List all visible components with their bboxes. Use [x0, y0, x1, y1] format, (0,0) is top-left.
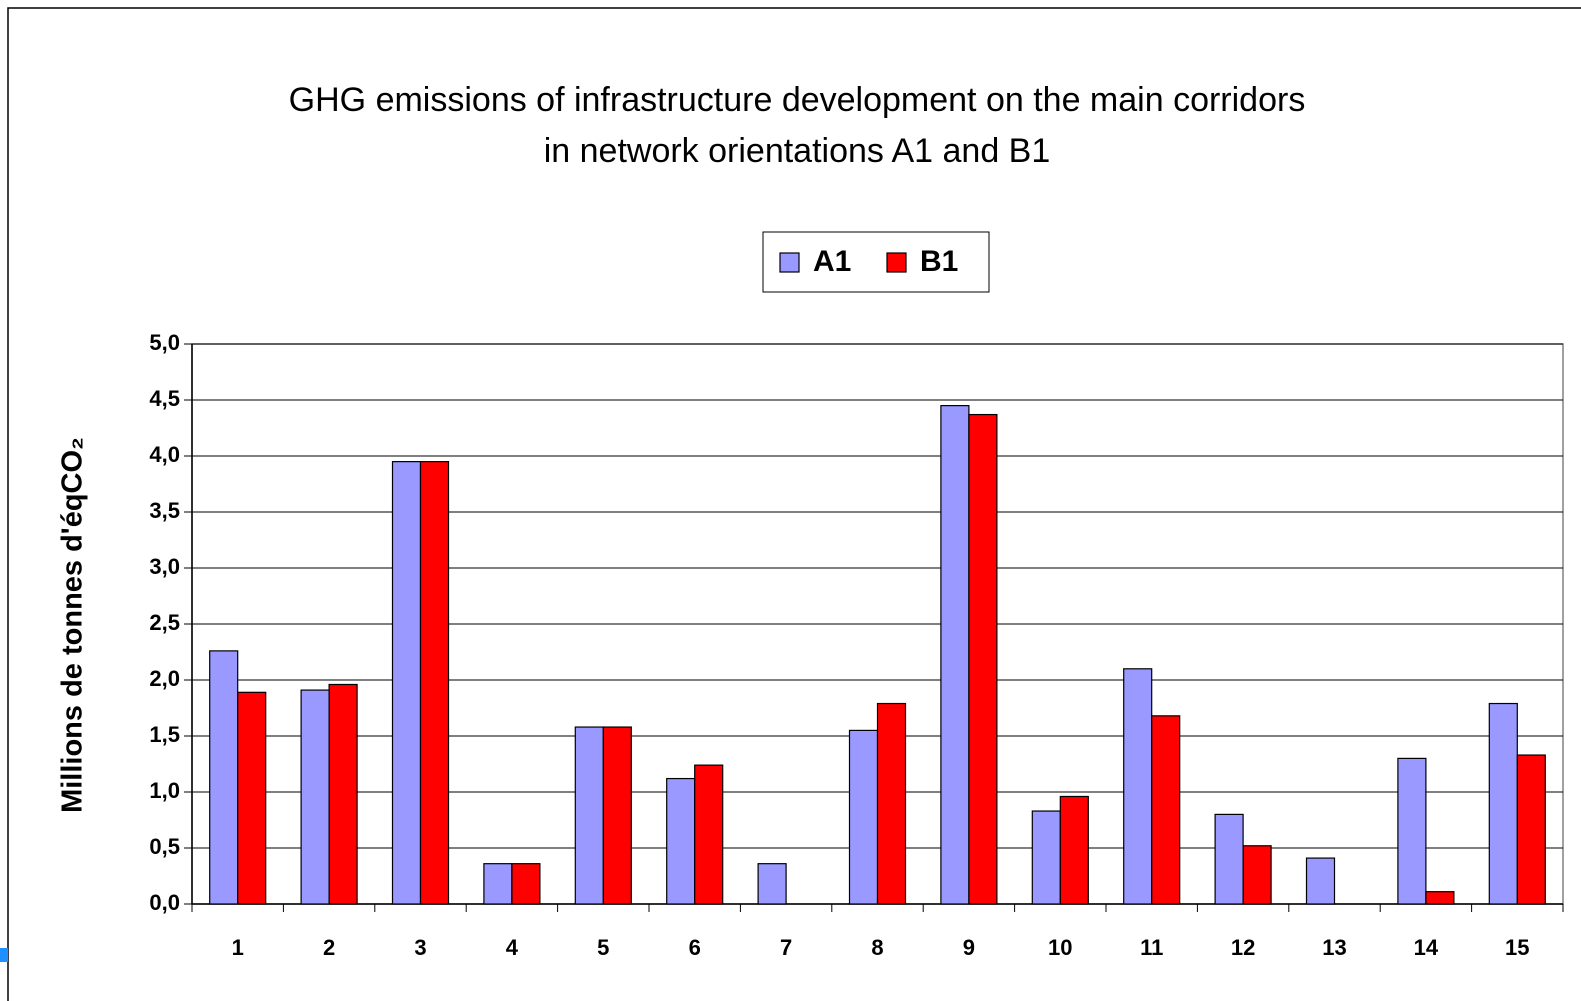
bar [1059, 795, 1089, 905]
bar [757, 863, 787, 905]
bar [1425, 891, 1455, 905]
bar [1214, 813, 1244, 905]
y-axis-label: Millions de tonnes d'éqCO₂ [57, 437, 89, 813]
x-tick-label: 8 [871, 935, 883, 960]
bar [1488, 702, 1518, 905]
bar [328, 683, 358, 905]
legend-label: B1 [920, 245, 958, 278]
decor [0, 948, 8, 962]
x-tick-label: 12 [1231, 935, 1255, 960]
bar [968, 413, 998, 905]
x-tick-label: 10 [1048, 935, 1072, 960]
y-tick-label: 4,5 [149, 386, 180, 411]
bar [940, 405, 970, 905]
bar [876, 702, 907, 905]
bar [666, 777, 696, 905]
bar [1123, 668, 1153, 905]
legend-label: A1 [813, 245, 851, 278]
x-tick-label: 4 [506, 935, 519, 960]
chart-title: GHG emissions of infrastructure developm… [289, 81, 1306, 119]
x-tick-label: 1 [232, 935, 244, 960]
bar [1516, 754, 1546, 905]
y-tick-label: 0,5 [149, 834, 180, 859]
legend-swatch [886, 252, 907, 273]
bar [300, 689, 330, 905]
x-tick-label: 14 [1414, 935, 1439, 960]
y-tick-label: 2,0 [149, 666, 180, 691]
y-tick-label: 5,0 [149, 330, 180, 355]
x-tick-label: 13 [1322, 935, 1346, 960]
x-tick-label: 2 [323, 935, 335, 960]
bar [574, 726, 604, 905]
legend-swatch [779, 252, 800, 273]
x-tick-label: 11 [1140, 935, 1163, 960]
y-tick-label: 4,0 [149, 442, 180, 467]
bar [694, 764, 724, 905]
legend [762, 231, 990, 293]
bar [602, 726, 632, 905]
x-tick-label: 5 [597, 935, 609, 960]
y-tick-label: 2,5 [149, 610, 180, 635]
bar [1242, 845, 1272, 905]
chart-title: in network orientations A1 and B1 [544, 132, 1051, 170]
y-tick-label: 0,0 [149, 890, 180, 915]
y-tick-label: 1,5 [149, 722, 180, 747]
bar [237, 691, 267, 905]
bar [1031, 810, 1061, 905]
bar [511, 863, 541, 905]
bar [1397, 757, 1427, 905]
bar [391, 461, 422, 905]
bar [209, 650, 239, 905]
x-tick-label: 15 [1505, 935, 1529, 960]
bar [1305, 857, 1336, 905]
x-tick-label: 7 [780, 935, 792, 960]
y-tick-label: 3,5 [149, 498, 180, 523]
bar [419, 461, 450, 905]
x-tick-label: 3 [414, 935, 426, 960]
x-tick-label: 9 [963, 935, 975, 960]
bar [848, 729, 879, 905]
y-tick-label: 3,0 [149, 554, 180, 579]
bar [483, 863, 513, 905]
y-tick-label: 1,0 [149, 778, 180, 803]
x-tick-label: 6 [689, 935, 701, 960]
bar [1151, 715, 1181, 905]
